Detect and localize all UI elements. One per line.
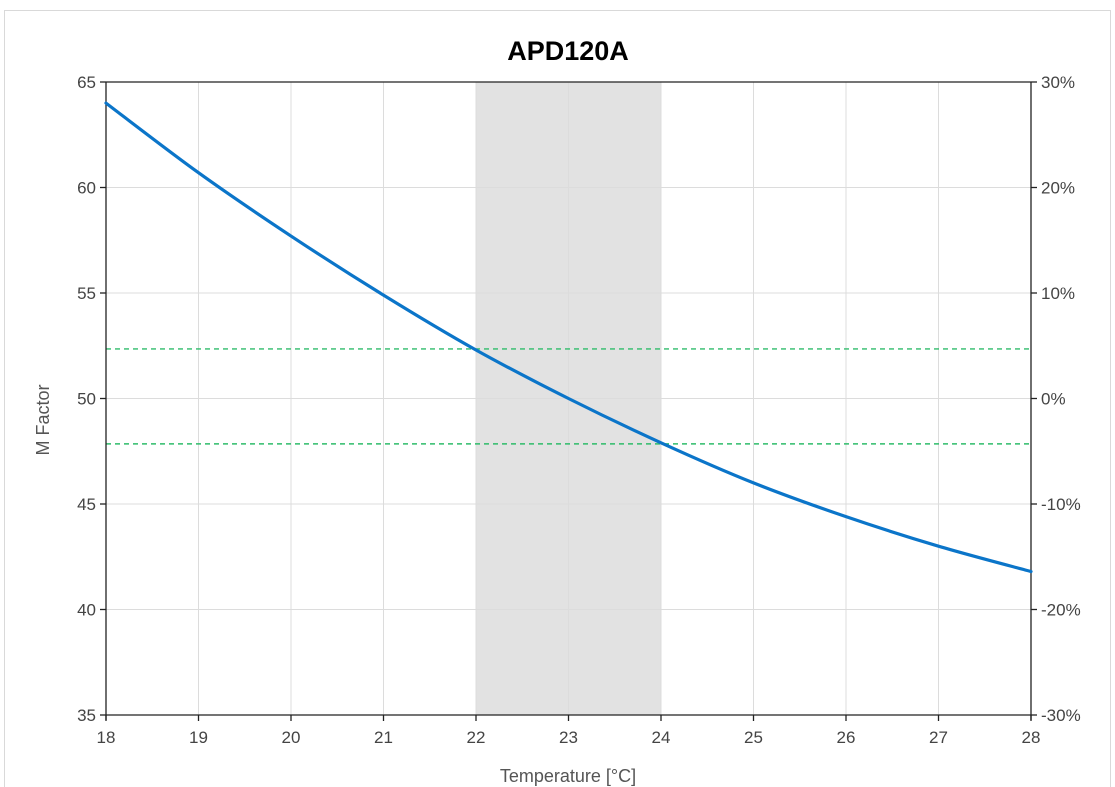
y2-tick-label: -20%: [1041, 601, 1081, 620]
y-tick-label: 50: [77, 390, 96, 409]
axis-layer: [100, 81, 1037, 721]
y2-tick-label: 20%: [1041, 179, 1075, 198]
chart-frame: [4, 10, 1111, 787]
x-tick-label: 23: [559, 728, 578, 747]
x-tick-label: 27: [929, 728, 948, 747]
x-tick-label: 19: [189, 728, 208, 747]
y2-tick-label: 10%: [1041, 284, 1075, 303]
y-tick-label: 65: [77, 73, 96, 92]
tick-labels-layer: 18 19 20 21 22 23 24 25 26 27 28 35 40 45 50 55 60 65 -30%…: [77, 73, 1081, 747]
x-tick-label: 28: [1022, 728, 1041, 747]
x-tick-label: 18: [97, 728, 116, 747]
reference-lines-layer: [106, 348, 1031, 445]
x-tick-label: 21: [374, 728, 393, 747]
x-tick-label: 20: [282, 728, 301, 747]
series-layer: [104, 101, 1033, 574]
chart-title: APD120A: [507, 36, 629, 66]
y-tick-label: 40: [77, 601, 96, 620]
x-tick-label: 25: [744, 728, 763, 747]
y2-tick-label: 0%: [1041, 390, 1066, 409]
y-tick-label: 55: [77, 284, 96, 303]
y-tick-label: 35: [77, 706, 96, 725]
y-tick-label: 45: [77, 495, 96, 514]
y-axis-title: M Factor: [33, 384, 53, 455]
y2-tick-label: 30%: [1041, 73, 1075, 92]
m-factor-series-line: [104, 101, 1033, 574]
x-tick-label: 22: [467, 728, 486, 747]
x-tick-label: 24: [652, 728, 671, 747]
y2-tick-label: -10%: [1041, 495, 1081, 514]
y-tick-label: 60: [77, 179, 96, 198]
y2-tick-label: -30%: [1041, 706, 1081, 725]
x-tick-label: 26: [837, 728, 856, 747]
x-axis-title: Temperature [°C]: [500, 766, 636, 786]
